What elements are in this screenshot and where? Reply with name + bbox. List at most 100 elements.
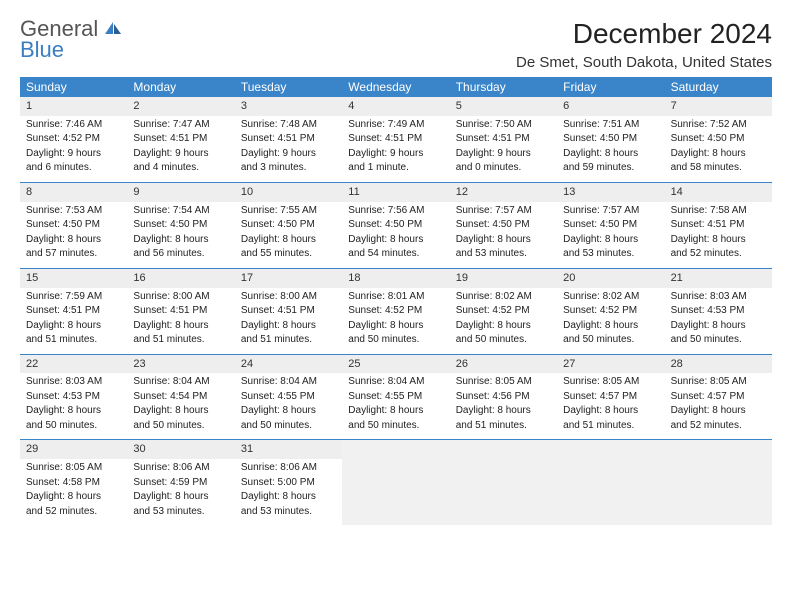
day-line: and 50 minutes.: [671, 333, 766, 347]
day-body: Sunrise: 8:04 AMSunset: 4:55 PMDaylight:…: [342, 375, 449, 432]
day-line: and 55 minutes.: [241, 247, 336, 261]
day-line: Sunrise: 8:04 AM: [348, 375, 443, 389]
day-line: Daylight: 8 hours: [671, 319, 766, 333]
day-line: Sunset: 4:52 PM: [456, 304, 551, 318]
day-line: Daylight: 8 hours: [133, 404, 228, 418]
day-number: 23: [127, 355, 234, 374]
day-body: Sunrise: 8:02 AMSunset: 4:52 PMDaylight:…: [450, 290, 557, 347]
day-number: 5: [450, 97, 557, 116]
week-row: 1Sunrise: 7:46 AMSunset: 4:52 PMDaylight…: [20, 97, 772, 182]
day-line: Sunset: 4:51 PM: [348, 132, 443, 146]
day-line: and 50 minutes.: [348, 419, 443, 433]
day-line: and 3 minutes.: [241, 161, 336, 175]
day-body: Sunrise: 8:00 AMSunset: 4:51 PMDaylight:…: [235, 290, 342, 347]
day-line: Daylight: 8 hours: [348, 233, 443, 247]
day-cell: 7Sunrise: 7:52 AMSunset: 4:50 PMDaylight…: [665, 97, 772, 182]
day-line: and 51 minutes.: [133, 333, 228, 347]
day-line: Sunset: 4:57 PM: [671, 390, 766, 404]
day-cell: 17Sunrise: 8:00 AMSunset: 4:51 PMDayligh…: [235, 269, 342, 354]
day-line: Sunset: 4:50 PM: [241, 218, 336, 232]
day-line: and 6 minutes.: [26, 161, 121, 175]
day-line: Sunrise: 7:46 AM: [26, 118, 121, 132]
day-line: Daylight: 8 hours: [456, 404, 551, 418]
day-number: 6: [557, 97, 664, 116]
day-number: 1: [20, 97, 127, 116]
day-line: Daylight: 9 hours: [133, 147, 228, 161]
title-block: December 2024 De Smet, South Dakota, Uni…: [516, 18, 772, 71]
day-cell: 20Sunrise: 8:02 AMSunset: 4:52 PMDayligh…: [557, 269, 664, 354]
day-number: 14: [665, 183, 772, 202]
day-number: 9: [127, 183, 234, 202]
day-number: 24: [235, 355, 342, 374]
day-line: and 50 minutes.: [563, 333, 658, 347]
day-cell: 12Sunrise: 7:57 AMSunset: 4:50 PMDayligh…: [450, 183, 557, 268]
day-header: Friday: [557, 77, 664, 97]
day-number: 15: [20, 269, 127, 288]
day-header: Wednesday: [342, 77, 449, 97]
day-line: Sunrise: 8:04 AM: [241, 375, 336, 389]
day-number: 12: [450, 183, 557, 202]
day-number: 13: [557, 183, 664, 202]
day-body: Sunrise: 8:03 AMSunset: 4:53 PMDaylight:…: [20, 375, 127, 432]
day-line: and 50 minutes.: [26, 419, 121, 433]
day-cell: 5Sunrise: 7:50 AMSunset: 4:51 PMDaylight…: [450, 97, 557, 182]
day-cell: 3Sunrise: 7:48 AMSunset: 4:51 PMDaylight…: [235, 97, 342, 182]
day-line: Sunrise: 7:55 AM: [241, 204, 336, 218]
day-number: 20: [557, 269, 664, 288]
day-cell: 27Sunrise: 8:05 AMSunset: 4:57 PMDayligh…: [557, 355, 664, 440]
day-line: Sunrise: 7:47 AM: [133, 118, 228, 132]
day-body: Sunrise: 8:06 AMSunset: 4:59 PMDaylight:…: [127, 461, 234, 518]
day-cell: 10Sunrise: 7:55 AMSunset: 4:50 PMDayligh…: [235, 183, 342, 268]
day-line: Sunrise: 7:48 AM: [241, 118, 336, 132]
day-line: and 52 minutes.: [671, 247, 766, 261]
day-line: Sunrise: 8:03 AM: [26, 375, 121, 389]
day-line: Daylight: 8 hours: [133, 490, 228, 504]
day-body: Sunrise: 7:53 AMSunset: 4:50 PMDaylight:…: [20, 204, 127, 261]
day-number: 4: [342, 97, 449, 116]
day-line: and 53 minutes.: [563, 247, 658, 261]
day-cell: 4Sunrise: 7:49 AMSunset: 4:51 PMDaylight…: [342, 97, 449, 182]
day-line: and 51 minutes.: [563, 419, 658, 433]
day-header: Thursday: [450, 77, 557, 97]
day-number: 30: [127, 440, 234, 459]
logo-text-block: General Blue: [20, 18, 123, 61]
day-line: Sunset: 4:59 PM: [133, 476, 228, 490]
month-title: December 2024: [516, 18, 772, 50]
day-line: Daylight: 8 hours: [241, 404, 336, 418]
day-line: Sunrise: 8:02 AM: [456, 290, 551, 304]
day-line: Sunset: 4:50 PM: [671, 132, 766, 146]
day-body: Sunrise: 7:54 AMSunset: 4:50 PMDaylight:…: [127, 204, 234, 261]
day-line: and 51 minutes.: [26, 333, 121, 347]
day-number: 10: [235, 183, 342, 202]
day-body: Sunrise: 8:05 AMSunset: 4:57 PMDaylight:…: [557, 375, 664, 432]
day-line: and 50 minutes.: [133, 419, 228, 433]
day-cell: 28Sunrise: 8:05 AMSunset: 4:57 PMDayligh…: [665, 355, 772, 440]
day-number: 22: [20, 355, 127, 374]
day-cell-empty: [450, 440, 557, 525]
day-cell: 22Sunrise: 8:03 AMSunset: 4:53 PMDayligh…: [20, 355, 127, 440]
day-cell-empty: [342, 440, 449, 525]
day-line: Sunset: 4:55 PM: [241, 390, 336, 404]
day-line: Sunset: 4:52 PM: [563, 304, 658, 318]
day-line: and 56 minutes.: [133, 247, 228, 261]
day-line: and 4 minutes.: [133, 161, 228, 175]
day-line: Daylight: 8 hours: [26, 490, 121, 504]
day-line: Daylight: 9 hours: [348, 147, 443, 161]
day-cell: 2Sunrise: 7:47 AMSunset: 4:51 PMDaylight…: [127, 97, 234, 182]
day-body: Sunrise: 7:52 AMSunset: 4:50 PMDaylight:…: [665, 118, 772, 175]
day-line: Sunset: 4:57 PM: [563, 390, 658, 404]
day-line: Sunset: 4:52 PM: [348, 304, 443, 318]
day-line: and 53 minutes.: [456, 247, 551, 261]
day-line: Sunset: 4:58 PM: [26, 476, 121, 490]
day-body: Sunrise: 7:58 AMSunset: 4:51 PMDaylight:…: [665, 204, 772, 261]
day-line: Daylight: 8 hours: [348, 319, 443, 333]
week-row: 29Sunrise: 8:05 AMSunset: 4:58 PMDayligh…: [20, 439, 772, 525]
day-body: Sunrise: 8:05 AMSunset: 4:58 PMDaylight:…: [20, 461, 127, 518]
day-cell: 21Sunrise: 8:03 AMSunset: 4:53 PMDayligh…: [665, 269, 772, 354]
day-line: Daylight: 8 hours: [563, 319, 658, 333]
day-line: and 52 minutes.: [671, 419, 766, 433]
day-line: and 53 minutes.: [133, 505, 228, 519]
day-line: Sunset: 4:53 PM: [671, 304, 766, 318]
day-line: Sunrise: 8:05 AM: [456, 375, 551, 389]
day-line: Sunrise: 7:54 AM: [133, 204, 228, 218]
